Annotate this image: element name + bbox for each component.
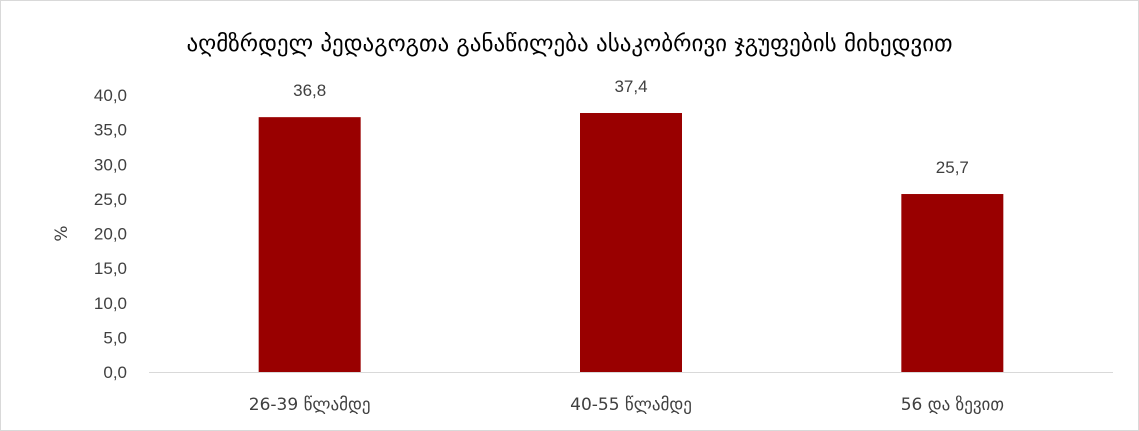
bar (901, 194, 1004, 372)
data-label: 36,8 (293, 81, 326, 100)
y-tick-label: 35,0 (94, 121, 127, 140)
data-label: 37,4 (614, 77, 647, 96)
data-label: 25,7 (936, 158, 969, 177)
y-tick-label: 10,0 (94, 294, 127, 313)
bar (258, 117, 361, 372)
y-tick-label: 15,0 (94, 259, 127, 278)
chart-title: აღმზრდელ პედაგოგთა განაწილება ასაკობრივი… (186, 31, 953, 57)
y-tick-label: 40,0 (94, 86, 127, 105)
y-axis-title: % (52, 225, 72, 241)
y-tick-label: 0,0 (103, 363, 127, 382)
bar (580, 113, 682, 372)
y-tick-label: 25,0 (94, 190, 127, 209)
x-category-label: 56 და ზევით (901, 395, 1004, 415)
y-tick-label: 5,0 (103, 328, 127, 347)
y-tick-label: 30,0 (94, 155, 127, 174)
x-category-label: 26-39 წლამდე (249, 395, 371, 415)
y-tick-label: 20,0 (94, 225, 127, 244)
x-category-label: 40-55 წლამდე (570, 395, 692, 415)
